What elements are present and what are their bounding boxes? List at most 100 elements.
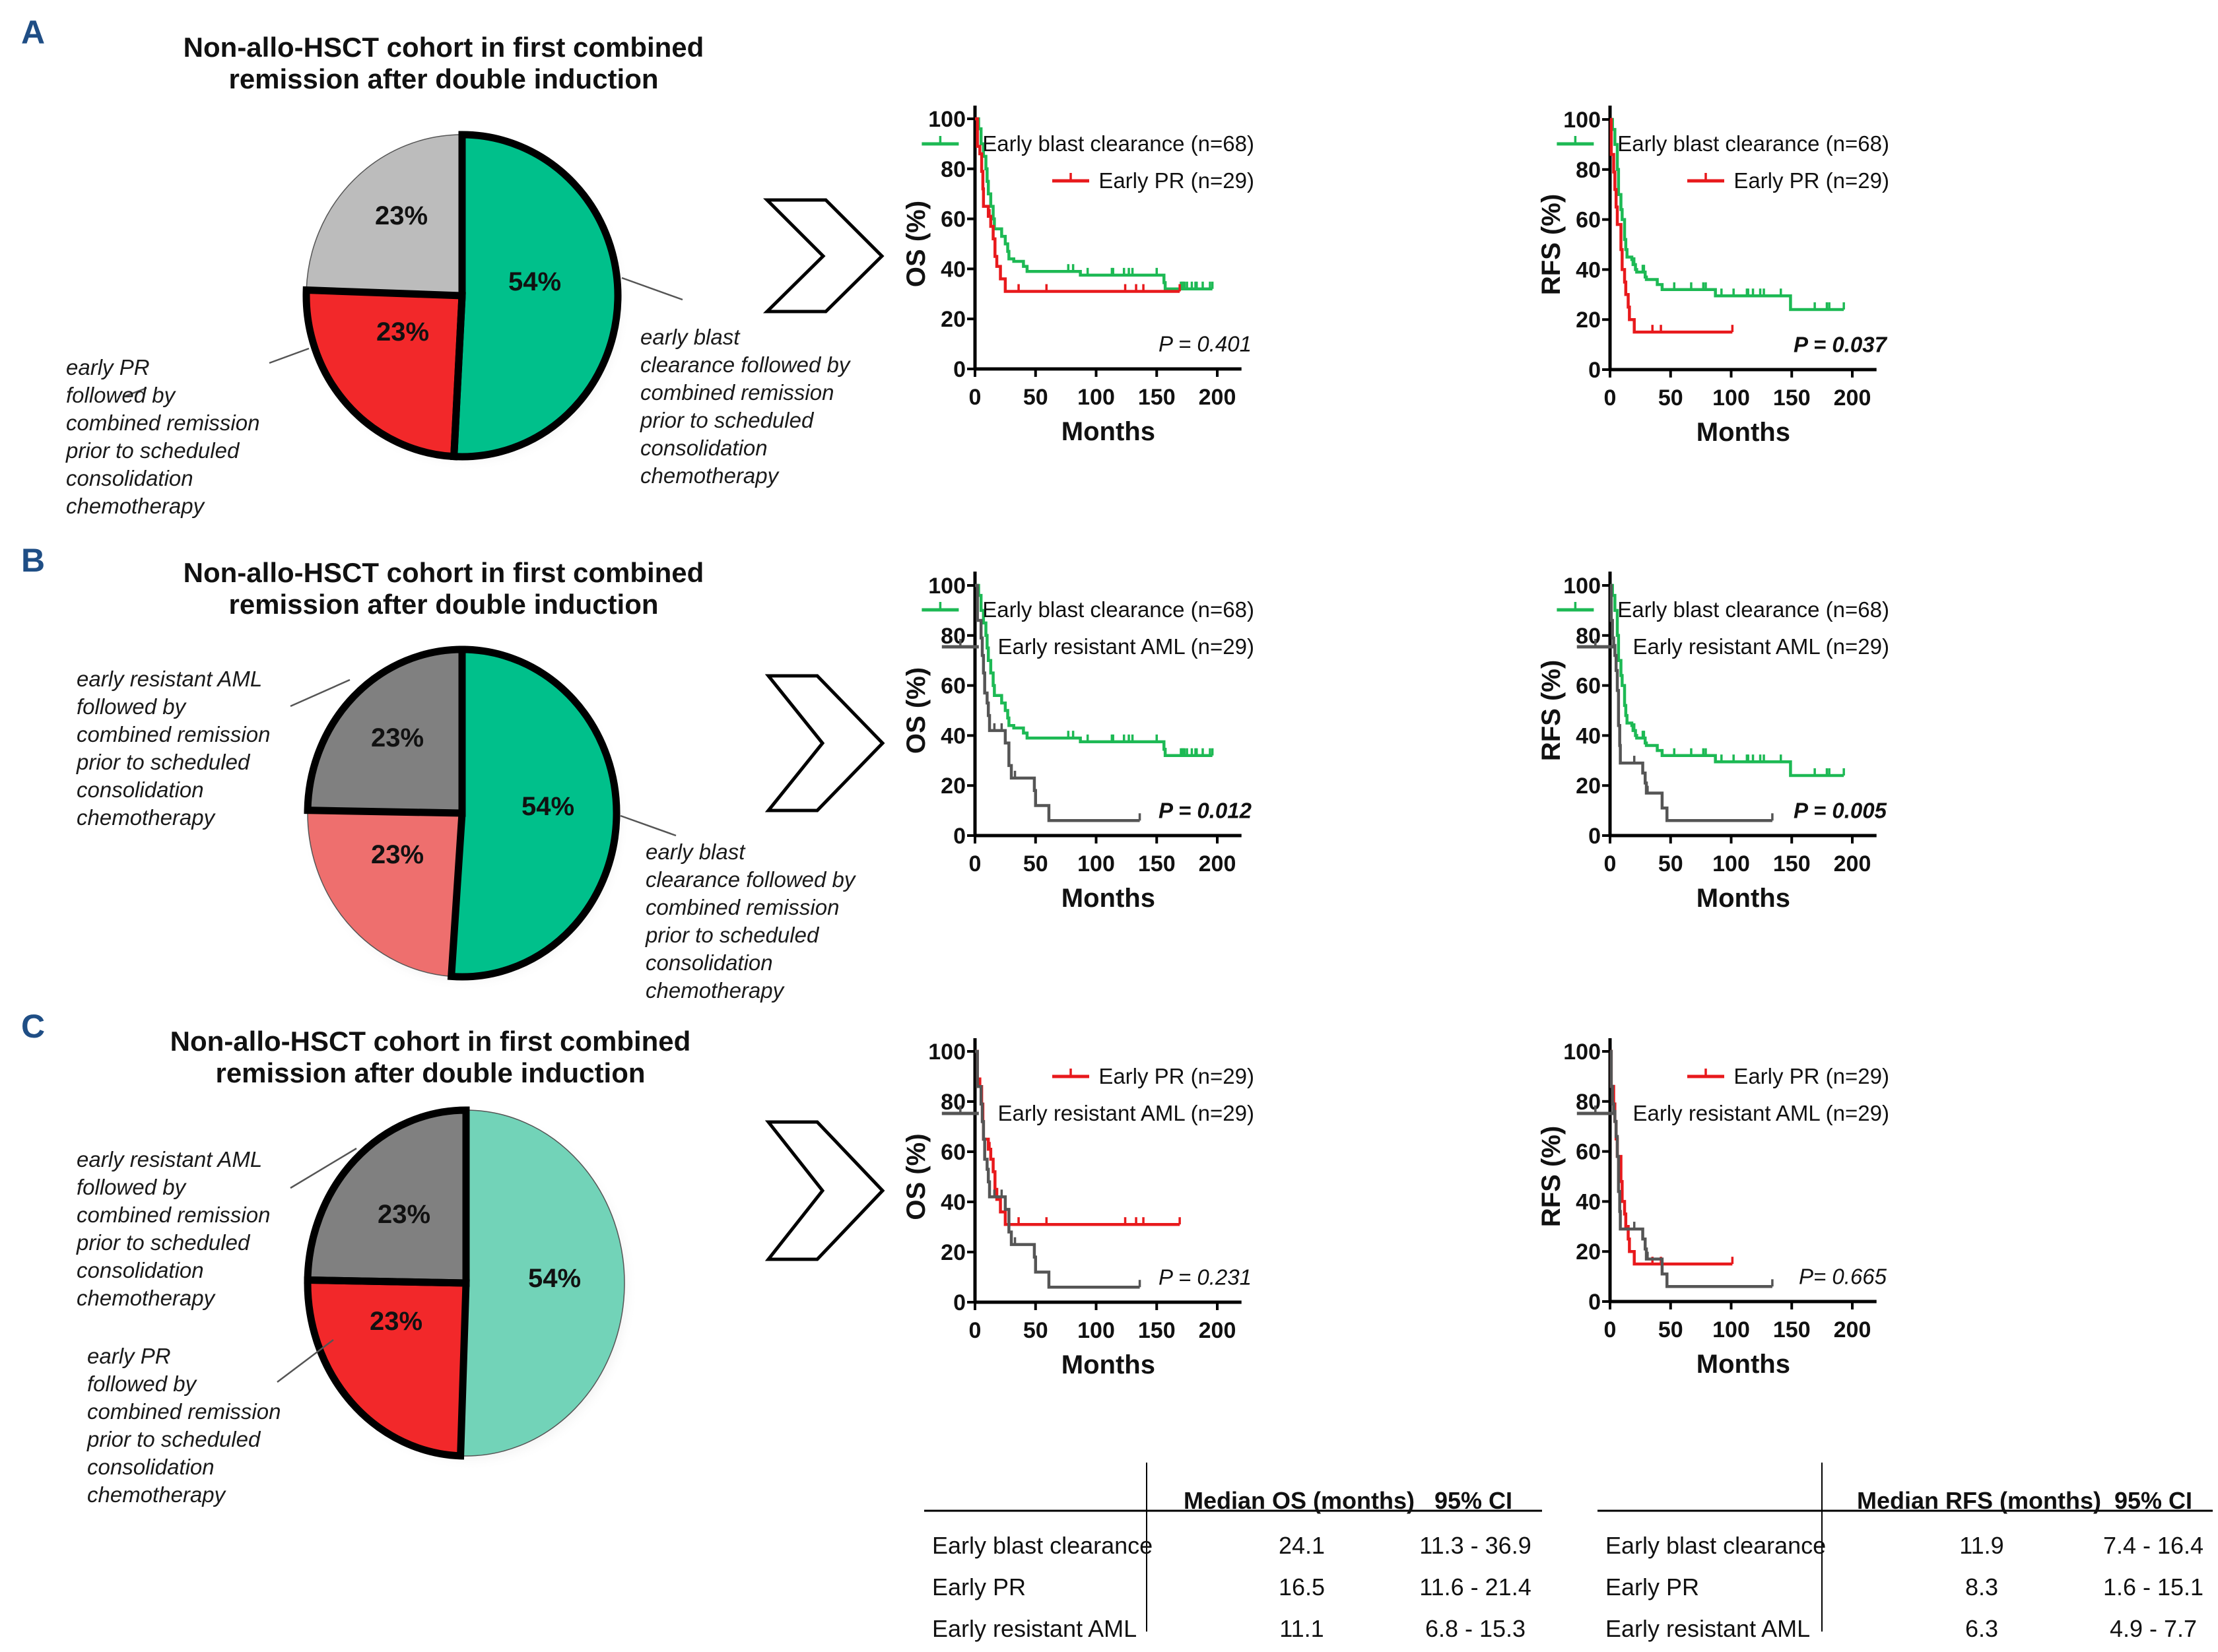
x-tick-label: 100 [1712,851,1750,876]
legend-label: Early PR (n=29) [1098,1064,1254,1088]
y-tick-label: 80 [941,624,966,649]
leader-line [125,387,147,397]
y-tick-label: 100 [1563,1040,1601,1065]
x-tick-label: 50 [1023,851,1048,876]
panel-letter-a: A [21,14,45,51]
table-row: Early blast clearance 11.9 7.4 - 16.4 [1605,1532,2203,1559]
annotation-line: early PR [66,355,150,380]
pie-slice-label: 54% [528,1264,581,1293]
table-cell: Early PR [932,1573,1026,1601]
pie-slice-outline [450,131,622,461]
pie-slice-outline [447,645,621,981]
pie-slice-label: 23% [375,201,428,230]
panel-letter-c: C [21,1008,45,1045]
y-axis-title: RFS (%) [1537,660,1566,761]
y-tick-label: 80 [941,157,966,182]
pie-title-line: remission after double induction [228,589,658,620]
km-curve [1610,117,1844,312]
x-axis-title: Months [1697,884,1790,913]
y-tick-label: 60 [1576,208,1601,233]
x-tick-label: 200 [1199,385,1236,410]
pie-title-line: Non-allo-HSCT cohort in first combined [184,32,704,63]
y-tick-label: 20 [1576,774,1601,799]
table-cell: Early PR [1605,1573,1699,1601]
annotation-line: combined remission [640,380,834,405]
annotation-line: early resistant AML [77,1147,262,1172]
p-value-label: P = 0.231 [1159,1265,1252,1289]
x-tick-label: 150 [1773,851,1811,876]
annotation-line: chemotherapy [66,494,206,518]
x-axis-title: Months [1697,418,1790,447]
annotation-line: consolidation [77,777,204,802]
y-tick-label: 80 [1576,158,1601,183]
km-chart-b-os: 0 20 40 60 80 100 0 50 100 150 200 Months OS (%) Earl… [902,572,1254,913]
legend-label: Early blast clearance (n=68) [1617,131,1889,156]
pie-slice-outline [304,645,466,817]
legend-label: Early blast clearance (n=68) [1617,597,1889,622]
table-cell: Early resistant AML [932,1615,1137,1642]
annotation-line: consolidation [646,950,773,975]
pie-title-a: Non-allo-HSCT cohort in first combined r… [184,32,704,94]
annotation-line: followed by [87,1371,198,1396]
table-cell: 11.3 - 36.9 [1419,1532,1531,1559]
leader-line [290,1147,357,1189]
x-tick-label: 200 [1834,385,1871,411]
y-tick-label: 0 [1588,824,1601,849]
legend-label: Early blast clearance (n=68) [982,597,1254,622]
annotation-line: combined remission [77,1203,270,1227]
x-tick-label: 150 [1773,385,1811,411]
x-tick-label: 100 [1077,385,1115,410]
pie-slice-label: 23% [371,840,424,869]
y-axis-title: OS (%) [902,201,931,287]
x-tick-label: 150 [1138,1318,1176,1343]
y-tick-label: 60 [941,674,966,699]
x-tick-label: 0 [1604,1317,1617,1342]
table-row: Early resistant AML 6.3 4.9 - 7.7 [1605,1615,2197,1642]
km-curve [1609,117,1733,334]
pie-slice-label: 23% [371,723,424,752]
table-cell: 16.5 [1279,1573,1325,1601]
annotation-line: prior to scheduled [640,408,815,432]
y-tick-label: 80 [1576,624,1601,649]
x-tick-label: 100 [1077,1318,1115,1343]
table-cell: 11.9 [1959,1532,2003,1559]
table-header: 95% CI [2114,1487,2192,1514]
table-row: Early resistant AML 11.1 6.8 - 15.3 [932,1615,1526,1642]
leader-line [269,347,310,364]
annotation-b-blast: early blast clearance followed by combin… [620,814,857,1003]
legend-label: Early PR (n=29) [1733,168,1889,193]
x-tick-label: 100 [1712,385,1750,411]
legend-label: Early resistant AML (n=29) [997,634,1254,659]
y-tick-label: 20 [1576,1239,1601,1265]
pie-title-line: Non-allo-HSCT cohort in first combined [170,1026,691,1057]
y-tick-label: 100 [928,1040,966,1065]
x-axis-title: Months [1061,1350,1155,1379]
legend-label: Early resistant AML (n=29) [997,1101,1254,1125]
km-curve [975,1049,1140,1289]
pie-slice [454,135,619,457]
legend-label: Early resistant AML (n=29) [1632,1101,1889,1125]
y-tick-label: 0 [1588,1290,1601,1315]
km-chart-c-rfs: 0 20 40 60 80 100 0 50 100 150 200 Months RFS (%) Ear… [1537,1038,1889,1379]
x-axis-title: Months [1061,884,1155,913]
table-cell: 6.8 - 15.3 [1425,1615,1526,1642]
p-value-label: P = 0.037 [1794,332,1888,356]
annotation-line: followed by [66,383,177,407]
pie-title-line: Non-allo-HSCT cohort in first combined [184,557,704,588]
y-tick-label: 20 [941,307,966,332]
annotation-line: clearance followed by [646,867,857,892]
km-curve [975,583,1140,822]
table-cell: 11.1 [1279,1615,1324,1642]
table-header: 95% CI [1434,1487,1512,1514]
x-tick-label: 50 [1658,1317,1683,1342]
x-tick-label: 0 [1604,385,1617,411]
y-axis-title: OS (%) [902,1133,931,1220]
p-value-label: P = 0.005 [1794,798,1887,822]
pie-slice-outline [302,286,466,461]
x-tick-label: 50 [1658,851,1683,876]
annotation-a-blast: early blast clearance followed by combin… [621,277,852,488]
annotation-b-resistant: early resistant AML followed by combined… [76,667,351,830]
annotation-line: consolidation [66,466,193,490]
table-cell: Early resistant AML [1605,1615,1810,1642]
pie-title-c: Non-allo-HSCT cohort in first combined r… [170,1026,691,1088]
